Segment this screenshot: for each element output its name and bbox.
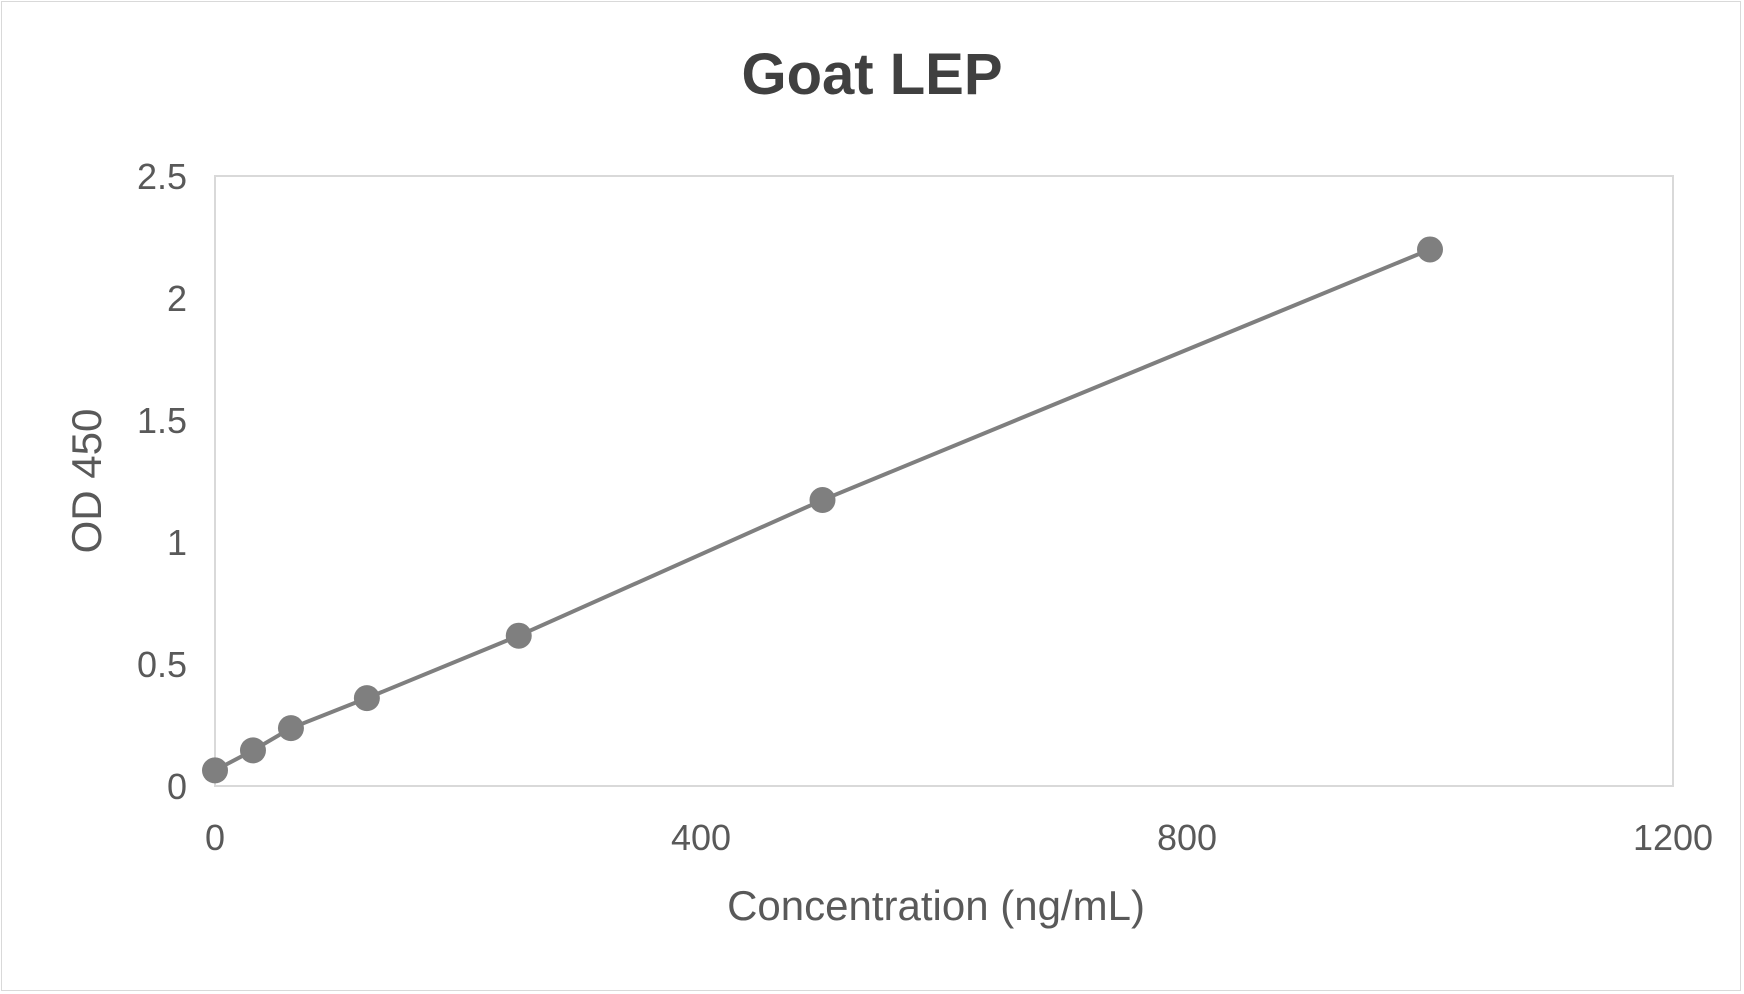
y-tick-label: 0 [167,766,187,807]
y-tick-label: 2 [167,278,187,319]
data-point [239,737,266,764]
y-tick-label: 0.5 [137,644,187,685]
x-tick-label: 1200 [1633,817,1713,858]
y-tick-label: 2.5 [137,156,187,197]
x-tick-label: 0 [205,817,225,858]
x-axis-label: Concentration (ng/mL) [727,882,1145,929]
y-tick-label: 1 [167,522,187,563]
chart-title: Goat LEP [741,42,1002,107]
y-tick-label: 1.5 [137,400,187,441]
x-tick-label: 800 [1157,817,1217,858]
x-tick-label: 400 [671,817,731,858]
data-point [202,757,228,784]
data-point [1417,236,1443,263]
y-axis-label: OD 450 [63,409,110,554]
data-point [809,487,836,514]
data-point [277,715,304,742]
data-point [505,622,532,649]
plot-area [214,175,1674,787]
data-point [353,685,380,712]
